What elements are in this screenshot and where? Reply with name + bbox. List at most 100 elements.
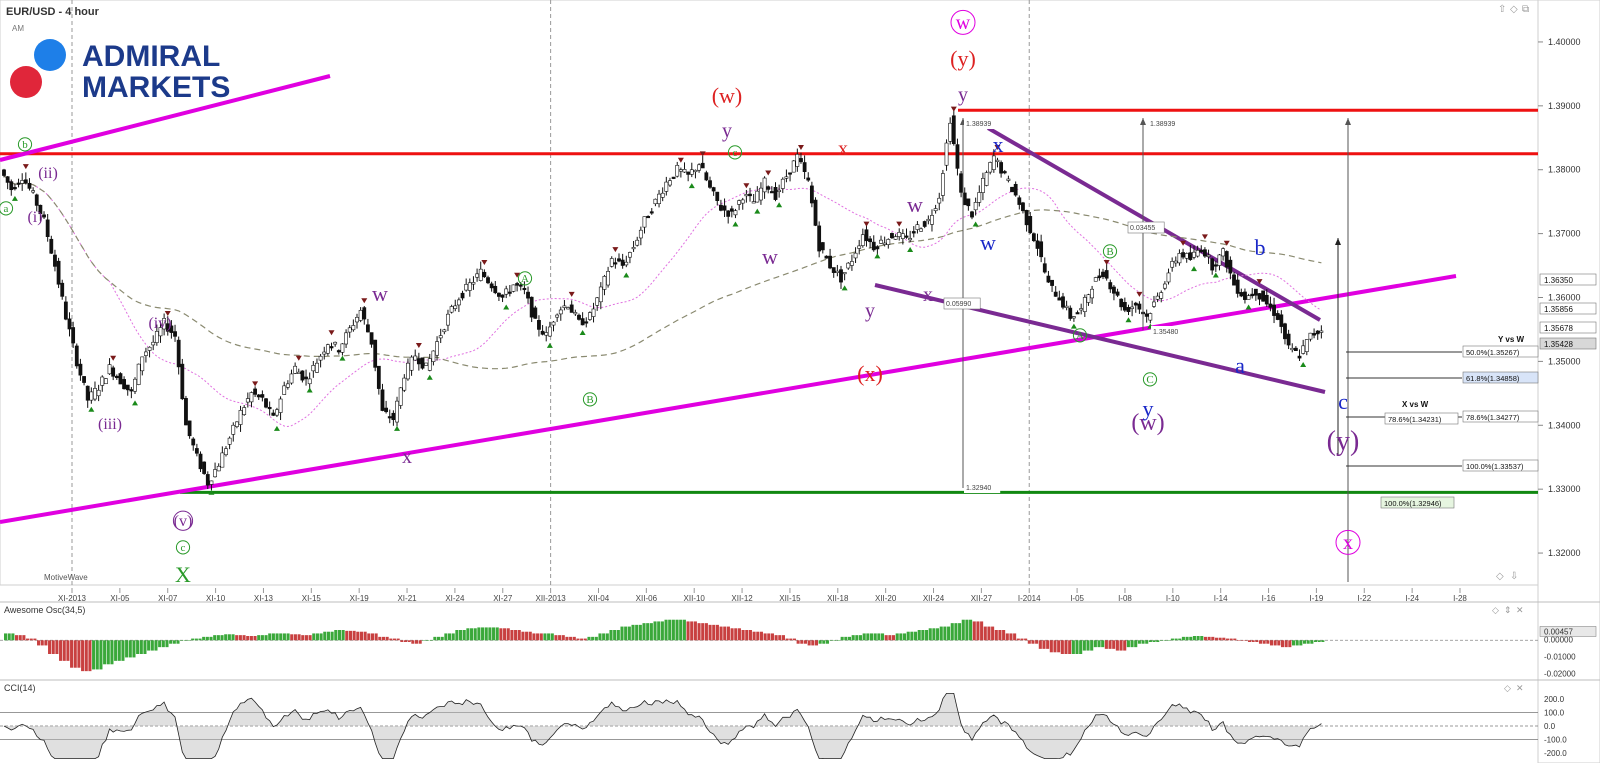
candle-body <box>336 350 341 353</box>
ao-move-icon[interactable]: ⇕ <box>1504 605 1512 615</box>
wave-top-2: y <box>958 84 968 106</box>
ao-bar <box>983 626 987 641</box>
ao-bar <box>1244 640 1248 641</box>
ao-bar <box>29 638 33 641</box>
candle-body <box>125 384 130 391</box>
candle-body <box>194 448 199 454</box>
swing-low-marker <box>339 355 346 361</box>
candle-body <box>1250 293 1255 297</box>
ao-bar <box>1317 640 1321 642</box>
ao-bar <box>154 640 158 651</box>
measure-label: 1.35480 <box>1153 329 1178 336</box>
candle-body <box>435 341 439 356</box>
swing-high-marker <box>863 221 870 227</box>
window-controls[interactable]: ⇧ ◇ ⧉ ◇ ⇩ ◇ ⇕ ✕ ◇ ✕ <box>1492 4 1529 693</box>
candle-body <box>515 283 520 286</box>
candle-body <box>1177 253 1182 264</box>
candle-body <box>1166 272 1171 283</box>
logo-dot-red <box>10 66 42 98</box>
candle-body <box>264 398 268 408</box>
x-label: XI-15 <box>302 594 322 603</box>
pane-down-icon[interactable]: ⇩ <box>1510 571 1518 582</box>
wave-top-10: c <box>1338 389 1348 414</box>
ao-bar <box>635 624 639 641</box>
candle-body <box>1144 313 1149 317</box>
candle-body <box>1155 295 1160 300</box>
candle-body <box>908 238 913 241</box>
swing-high-marker <box>950 106 957 112</box>
fib-level-label: 61.8%(1.34858) <box>1466 374 1520 383</box>
candle-body <box>966 198 971 207</box>
cci-indicator: 200.0 100.0 0.0 -100.0 -200.0 <box>0 693 1567 760</box>
x-label: I-05 <box>1070 594 1084 603</box>
wave-circled-0: b <box>22 139 28 151</box>
price-badge-box <box>1539 273 1597 286</box>
pane-settings-icon[interactable]: ◇ <box>1496 571 1504 582</box>
cci-tick-label: 0.0 <box>1544 722 1556 731</box>
ao-bar <box>301 635 305 641</box>
candle-body <box>63 301 68 320</box>
candle-body <box>493 285 498 294</box>
candle-body <box>708 180 712 188</box>
ao-bar <box>752 631 756 641</box>
ao-tick-box <box>1540 651 1596 662</box>
candle-body <box>373 339 378 368</box>
swing-low-marker <box>579 330 586 336</box>
candle-body <box>449 306 454 313</box>
ao-bar <box>1295 640 1299 646</box>
cci-restore-icon[interactable]: ◇ <box>1504 683 1511 693</box>
candle-body <box>42 214 46 218</box>
candle-body <box>959 173 963 193</box>
ao-restore-icon[interactable]: ◇ <box>1492 605 1499 615</box>
candle-body <box>871 241 876 251</box>
candle-body <box>762 177 767 193</box>
pane-restore-icon[interactable]: ◇ <box>1510 4 1518 15</box>
wave-purple-4: (v) <box>174 513 193 530</box>
ao-bar <box>26 638 30 641</box>
candle-body <box>795 154 800 167</box>
ao-close-icon[interactable]: ✕ <box>1516 605 1524 615</box>
ao-bar <box>473 628 477 641</box>
ao-bar <box>1104 640 1108 649</box>
candle-body <box>831 267 836 273</box>
candle-body <box>686 171 691 175</box>
price-badge: 1.35678 <box>1544 324 1573 333</box>
candle-body <box>1112 286 1116 294</box>
candle-body <box>1148 313 1153 321</box>
ao-bar <box>1097 640 1101 648</box>
measure-label-box <box>1151 326 1188 337</box>
ao-bar <box>202 636 206 641</box>
ao-bar <box>334 630 338 641</box>
candle-body <box>806 177 811 181</box>
wave-blue-0: x <box>993 132 1004 157</box>
ao-bar <box>737 628 741 641</box>
ao-bar <box>1152 640 1156 642</box>
candle-body <box>1224 251 1229 268</box>
candle-body <box>482 271 487 278</box>
ao-bar <box>712 624 716 641</box>
fib-x-level-label: 78.6%(1.34231) <box>1388 415 1442 424</box>
ao-bar <box>536 633 540 641</box>
candle-body <box>504 288 509 295</box>
ao-bar <box>884 635 888 641</box>
candle-body <box>715 191 720 202</box>
swing-high-marker <box>1180 240 1187 246</box>
pane-up-icon[interactable]: ⇧ <box>1498 4 1506 15</box>
ao-bar <box>176 640 180 644</box>
x-label: XII-15 <box>779 594 801 603</box>
ao-bar <box>51 640 55 654</box>
wave-circled-5-circle <box>1102 244 1118 259</box>
ao-bar <box>917 630 921 641</box>
y-tick-label: 1.33000 <box>1548 484 1581 494</box>
ao-bar <box>356 631 360 641</box>
ao-bar <box>756 631 760 641</box>
cci-close-icon[interactable]: ✕ <box>1516 683 1524 693</box>
swing-high-marker <box>415 343 422 348</box>
candle-body <box>358 310 363 321</box>
ao-bar <box>1108 640 1112 649</box>
pane-maximize-icon[interactable]: ⧉ <box>1522 4 1529 15</box>
ao-bar <box>682 619 686 641</box>
candle-body <box>769 191 774 194</box>
candle-body <box>1064 305 1069 308</box>
